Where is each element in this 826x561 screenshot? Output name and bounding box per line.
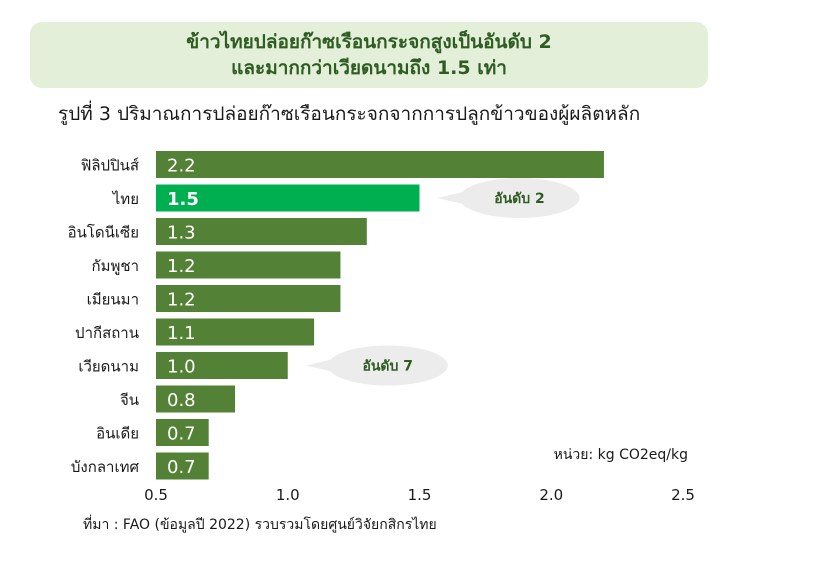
bar-value-label: 1.5 [167,189,199,210]
x-tick-label: 0.5 [144,486,168,504]
category-label: จีน [120,391,139,409]
x-tick-label: 2.5 [671,486,695,504]
callout-bubble [327,345,448,386]
bar-value-label: 0.8 [167,390,196,411]
bar [156,318,315,346]
unit-label: หน่วย: kg CO2eq/kg [554,447,688,463]
bar [156,184,420,212]
bar-value-label: 1.1 [167,323,196,344]
category-label: อินเดีย [96,425,139,443]
bar [156,385,236,413]
x-tick-label: 2.0 [539,486,563,504]
category-label: กัมพูชา [92,257,139,275]
bar-value-label: 0.7 [167,424,196,445]
chart-subtitle: รูปที่ 3 ปริมาณการปล่อยก๊าซเรือนกระจกจาก… [58,103,641,125]
category-label: ไทย [112,190,139,208]
category-label: เวียดนาม [78,358,139,376]
bar [156,218,367,245]
bar-value-label: 1.2 [167,256,196,277]
bar [156,419,209,446]
x-tick-label: 1.5 [408,486,432,504]
category-label: อินโดนีเซีย [68,224,139,242]
bar-value-label: 1.3 [167,223,196,244]
callout-label: อันดับ 2 [494,191,545,207]
bar-value-label: 0.7 [167,457,196,478]
category-label: เมียนมา [87,291,139,309]
bar [156,151,604,178]
bar [156,285,341,312]
x-tick-label: 1.0 [276,486,300,504]
header-title-line-2: และมากกว่าเวียดนามถึง 1.5 เท่า [231,57,507,79]
category-label: บังกลาเทศ [71,458,140,476]
header-title-line-1: ข้าวไทยปล่อยก๊าซเรือนกระจกสูงเป็นอันดับ … [186,31,552,53]
bar [156,452,209,480]
bar-value-label: 1.0 [167,357,196,378]
bar [156,251,341,279]
category-label: ปากีสถาน [75,324,139,342]
category-label: ฟิลิปปินส์ [81,157,139,175]
bar-value-label: 1.2 [167,290,196,311]
bar [156,352,288,379]
source-note: ที่มา : FAO (ข้อมูลปี 2022) รวบรวมโดยศูน… [83,517,437,533]
bar-value-label: 2.2 [167,156,196,177]
header-banner: ข้าวไทยปล่อยก๊าซเรือนกระจกสูงเป็นอันดับ … [30,22,708,88]
callout-bubble [459,178,580,218]
callout-label: อันดับ 7 [362,359,413,375]
